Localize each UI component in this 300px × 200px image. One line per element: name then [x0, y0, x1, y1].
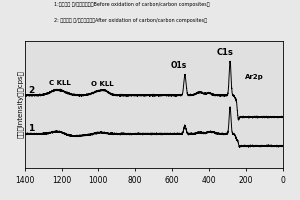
- Text: C KLL: C KLL: [49, 80, 70, 86]
- Text: O1s: O1s: [170, 61, 187, 70]
- Text: C1s: C1s: [217, 48, 234, 57]
- Y-axis label: 强度（Intensity）（cps）: 强度（Intensity）（cps）: [17, 70, 23, 138]
- Text: Ar2p: Ar2p: [245, 74, 264, 80]
- Text: O KLL: O KLL: [91, 81, 113, 87]
- Text: 2: 氧化后的 炭/炭复合材料（After oxidation of carbon/carbon composites）: 2: 氧化后的 炭/炭复合材料（After oxidation of carbo…: [54, 18, 207, 23]
- Text: 1:氧化前的 炭/炭复合材料（Before oxidation of carbon/carbon composites）: 1:氧化前的 炭/炭复合材料（Before oxidation of carbo…: [54, 2, 210, 7]
- Text: 2: 2: [28, 86, 34, 95]
- Text: 1: 1: [28, 124, 34, 133]
